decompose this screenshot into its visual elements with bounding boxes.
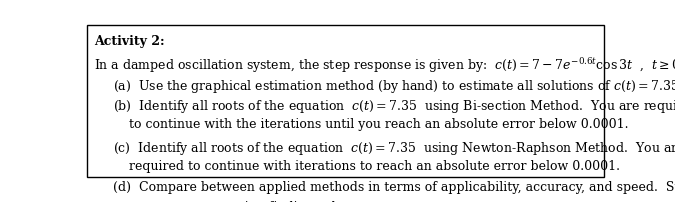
Text: your comments using findings above.: your comments using findings above. bbox=[129, 200, 365, 202]
Text: In a damped oscillation system, the step response is given by:  $c(t) = 7 - 7e^{: In a damped oscillation system, the step… bbox=[94, 55, 675, 74]
Text: required to continue with iterations to reach an absolute error below 0.0001.: required to continue with iterations to … bbox=[129, 160, 620, 173]
Text: (d)  Compare between applied methods in terms of applicability, accuracy, and sp: (d) Compare between applied methods in t… bbox=[113, 180, 675, 193]
Text: Activity 2:: Activity 2: bbox=[94, 34, 165, 47]
Text: to continue with the iterations until you reach an absolute error below 0.0001.: to continue with the iterations until yo… bbox=[129, 118, 628, 130]
Text: (b)  Identify all roots of the equation  $c(t) = 7.35$  using Bi-section Method.: (b) Identify all roots of the equation $… bbox=[113, 97, 675, 114]
Text: (a)  Use the graphical estimation method (by hand) to estimate all solutions of : (a) Use the graphical estimation method … bbox=[113, 77, 675, 94]
FancyBboxPatch shape bbox=[87, 26, 604, 177]
Text: (c)  Identify all roots of the equation  $c(t) = 7.35$  using Newton-Raphson Met: (c) Identify all roots of the equation $… bbox=[113, 139, 675, 156]
